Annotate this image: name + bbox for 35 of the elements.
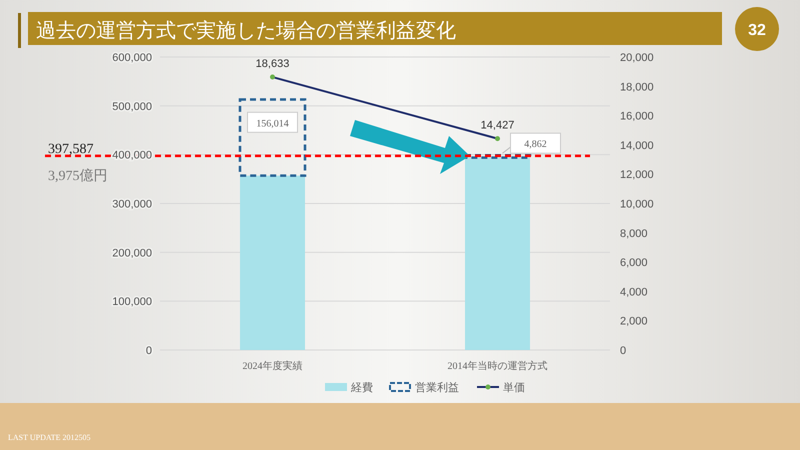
y-tick-label: 500,000 xyxy=(112,100,152,113)
data-label: 14,427 xyxy=(480,120,514,132)
data-label: 4,862 xyxy=(524,139,547,150)
data-label: 18,633 xyxy=(256,58,290,70)
y2-tick-label: 4,000 xyxy=(620,286,648,298)
y2-tick-label: 14,000 xyxy=(620,140,654,152)
y2-tick-label: 18,000 xyxy=(620,81,654,94)
y2-tick-label: 10,000 xyxy=(620,198,654,210)
y-tick-label: 0 xyxy=(146,345,152,357)
y2-tick-label: 20,000 xyxy=(620,52,654,64)
text: LAST UPDATE 2012505 xyxy=(8,433,91,442)
y2-tick-label: 2,000 xyxy=(620,316,648,328)
x-tick-label: 2024年度実績 xyxy=(242,360,302,372)
ref-line-label: 397,587 xyxy=(48,142,94,157)
text: 3,975億円 xyxy=(48,168,108,184)
y2-tick-label: 0 xyxy=(620,345,626,357)
bar xyxy=(465,158,530,350)
bar xyxy=(240,176,305,350)
y2-tick-label: 16,000 xyxy=(620,110,654,123)
bar xyxy=(464,154,532,159)
text: 32 xyxy=(748,22,766,39)
y-tick-label: 100,000 xyxy=(112,296,152,308)
bar xyxy=(238,98,306,177)
x-tick-label: 2014年当時の運営方式 xyxy=(448,360,548,372)
y-tick-label: 600,000 xyxy=(112,52,152,64)
y2-tick-label: 12,000 xyxy=(620,169,654,182)
legend-label: 単価 xyxy=(503,382,525,394)
chart-title: 過去の運営方式で実施した場合の営業利益変化 xyxy=(36,19,456,42)
legend-label: 経費 xyxy=(350,381,373,394)
y-tick-label: 300,000 xyxy=(112,198,152,210)
legend-label: 営業利益 xyxy=(415,381,459,394)
y2-tick-label: 6,000 xyxy=(620,257,648,270)
data-label: 156,014 xyxy=(256,118,289,130)
y-tick-label: 200,000 xyxy=(112,247,152,260)
y2-tick-label: 8,000 xyxy=(620,228,648,240)
